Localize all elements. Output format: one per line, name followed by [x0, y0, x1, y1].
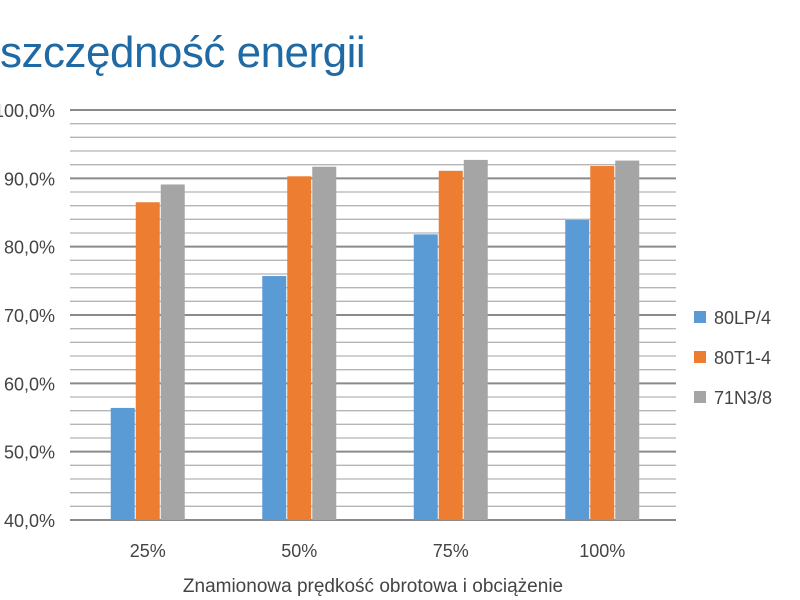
bar-71n38-75 — [463, 159, 488, 520]
bar-80lp4-100 — [565, 220, 590, 520]
x-tick-label: 75% — [433, 541, 469, 561]
bar-80lp4-75 — [413, 234, 438, 520]
y-tick-label: 80,0% — [4, 238, 55, 258]
x-tick-label: 100% — [579, 541, 625, 561]
legend-swatch — [694, 351, 706, 363]
bar-80t14-50 — [287, 176, 312, 521]
bar-80lp4-50 — [262, 276, 287, 520]
bar-71n38-25 — [160, 184, 185, 520]
legend-label: 80LP/4 — [714, 308, 771, 328]
y-tick-label: 60,0% — [4, 374, 55, 394]
bar-80lp4-25 — [110, 407, 135, 520]
chart-title: szczędność energii — [0, 28, 366, 77]
bar-80t14-100 — [590, 166, 615, 521]
legend-label: 71N3/8 — [714, 388, 772, 408]
x-tick-label: 25% — [130, 541, 166, 561]
bar-71n38-100 — [615, 160, 640, 521]
x-axis-title: Znamionowa prędkość obrotowa i obciążeni… — [183, 576, 563, 597]
y-tick-label: 100,0% — [0, 101, 55, 121]
bar-80t14-25 — [135, 202, 160, 520]
y-tick-label: 70,0% — [4, 306, 55, 326]
legend-swatch — [694, 311, 706, 323]
bar-71n38-50 — [312, 166, 337, 520]
bar-80t14-75 — [438, 170, 463, 521]
y-tick-label: 90,0% — [4, 169, 55, 189]
legend-swatch — [694, 391, 706, 403]
legend-label: 80T1-4 — [714, 348, 771, 368]
x-tick-label: 50% — [281, 541, 317, 561]
y-tick-label: 50,0% — [4, 443, 55, 463]
y-tick-label: 40,0% — [4, 511, 55, 531]
